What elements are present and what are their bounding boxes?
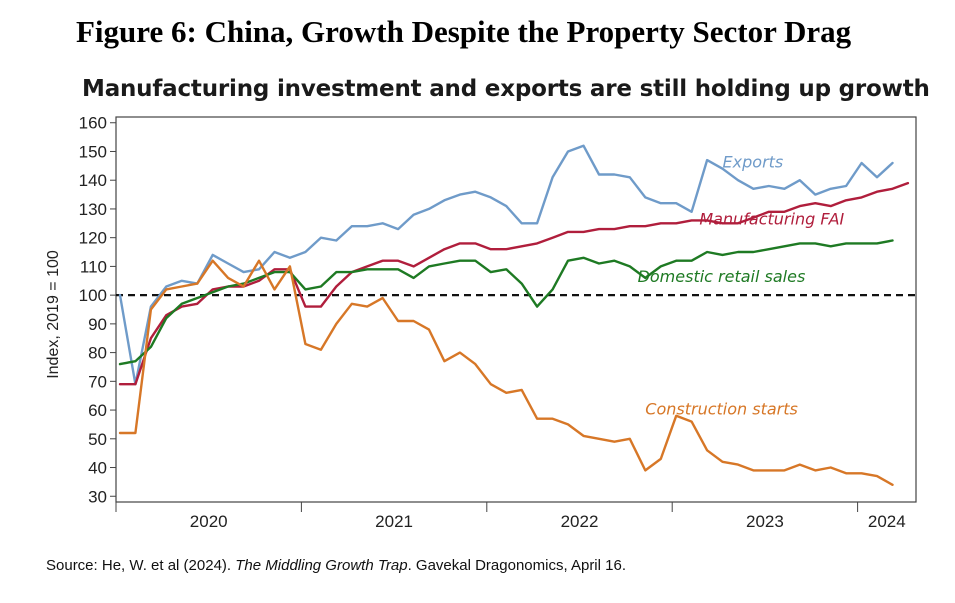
series-labels: Exports Manufacturing FAI Domestic retail …	[638, 152, 845, 418]
y-tick-label: 40	[88, 459, 107, 478]
x-year-label: 2022	[561, 512, 599, 531]
series-label-exports: Exports	[723, 152, 784, 171]
series-line-exports	[118, 144, 894, 386]
source-book-title: The Middling Growth Trap	[235, 557, 408, 574]
source-suffix: . Gavekal Dragonomics, April 16.	[407, 557, 626, 574]
series-label-construction-starts: Construction starts	[645, 399, 798, 418]
figure-title: Figure 6: China, Growth Despite the Prop…	[76, 14, 852, 49]
y-tick-label: 120	[79, 229, 107, 248]
y-tick-label: 160	[79, 114, 107, 133]
series-line-manufacturing-fai	[118, 181, 910, 386]
series-label-domestic-retail-sales: Domestic retail sales	[638, 267, 806, 286]
y-tick-label: 150	[79, 142, 107, 161]
series-line-construction-starts	[118, 259, 894, 486]
x-year-label: 2023	[746, 512, 784, 531]
y-tick-label: 60	[88, 401, 107, 420]
source-prefix: Source: He, W. et al (2024).	[46, 557, 236, 574]
y-axis-label: Index, 2019 = 100	[45, 250, 62, 379]
source-note: Source: He, W. et al (2024). The Middlin…	[46, 557, 626, 574]
x-year-label: 2024	[868, 512, 906, 531]
plot-frame	[115, 116, 917, 503]
x-year-label: 2020	[190, 512, 228, 531]
y-tick-label: 80	[88, 344, 107, 363]
y-tick-label: 90	[88, 315, 107, 334]
chart-title: Manufacturing investment and exports are…	[82, 76, 930, 102]
series-lines	[118, 144, 910, 486]
x-year-label: 2021	[375, 512, 413, 531]
y-tick-label: 50	[88, 430, 107, 449]
y-tick-label: 70	[88, 372, 107, 391]
y-tick-label: 130	[79, 200, 107, 219]
y-tick-label: 100	[79, 286, 107, 305]
y-tick-label: 30	[88, 487, 107, 506]
series-label-manufacturing-fai: Manufacturing FAI	[699, 210, 844, 229]
chart-axes: 30 40 50 60 70 80 90 100 110 120 130 140 150 160 2020 2…	[45, 114, 917, 531]
series-line-domestic-retail-sales	[118, 239, 894, 366]
y-tick-label: 110	[80, 257, 107, 276]
y-tick-label: 140	[79, 171, 107, 190]
